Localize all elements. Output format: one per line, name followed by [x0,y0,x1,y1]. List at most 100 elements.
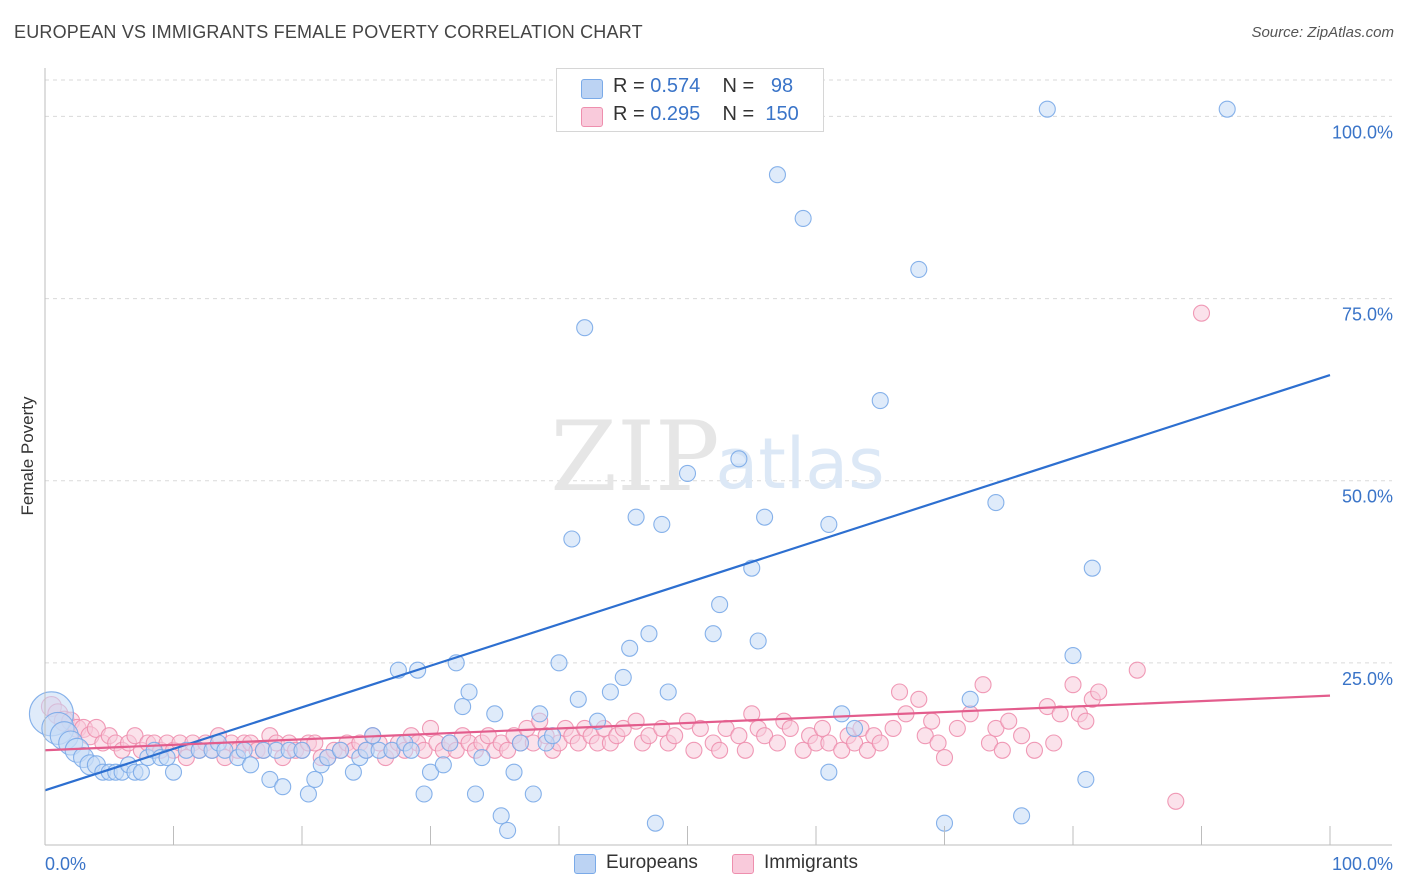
data-point-immigrants [993,741,1011,759]
data-point-immigrants [916,727,934,745]
data-point-europeans [164,763,183,781]
data-point-immigrants [1064,676,1082,694]
data-point-europeans [331,741,350,759]
data-point-immigrants [884,719,902,737]
trend-layer [44,374,1331,792]
data-point-europeans [344,763,362,781]
data-point-immigrants [666,727,684,745]
axis-layer: 25.0% 50.0% 75.0% 100.0% 0.0% 100.0% [44,68,1393,874]
data-point-europeans [621,639,639,657]
data-point-europeans [132,763,150,781]
data-point-europeans [659,683,677,701]
data-point-immigrants [987,719,1005,737]
data-point-immigrants [768,734,787,752]
data-point-europeans [486,705,504,723]
data-point-europeans [505,763,523,781]
data-point-immigrants [569,734,587,752]
data-point-europeans [454,698,472,716]
data-point-immigrants [627,712,645,730]
data-point-europeans [756,508,774,526]
data-point-immigrants [871,734,889,752]
data-point-immigrants [935,749,954,767]
legend-n-label: N = [722,103,755,125]
data-point-europeans [299,785,317,803]
data-point-europeans [1064,647,1082,665]
data-point-europeans [749,632,767,650]
legend-r-value-europeans: 0.574 [650,75,701,97]
data-point-immigrants [781,719,799,737]
data-point-immigrants [1090,683,1108,701]
x-tick-label: 100.0% [1332,854,1393,874]
data-point-immigrants [974,676,992,694]
data-point-europeans [871,392,889,410]
data-point-immigrants [1025,741,1043,759]
data-point-europeans [261,770,279,788]
data-point-immigrants [685,741,703,759]
data-point-immigrants [126,727,144,745]
data-point-immigrants [820,734,838,752]
legend-row-europeans: R = 0.574 N = 98 [557,72,823,102]
data-point-immigrants [1167,792,1185,810]
data-point-europeans [293,741,311,759]
data-point-europeans [460,683,478,701]
data-point-europeans [646,814,664,832]
stats-legend: R = 0.574 N = 98 R = 0.295 N = 150 [556,68,824,132]
data-point-europeans [158,749,176,767]
data-point-europeans [402,741,420,759]
data-point-immigrants [691,719,709,737]
data-point-immigrants [640,727,658,745]
data-point-europeans [544,727,562,745]
legend-r-value-immigrants: 0.295 [650,103,701,125]
y-tick-label: 25.0% [1342,669,1393,689]
data-point-europeans [845,719,864,737]
data-point-immigrants [813,719,831,737]
data-point-europeans [383,741,401,759]
data-point-europeans [421,763,440,781]
data-point-europeans [910,260,928,278]
trend-line-europeans [44,374,1331,792]
watermark-zip: ZIP [550,401,719,513]
chart-title: EUROPEAN VS IMMIGRANTS FEMALE POVERTY CO… [14,22,643,42]
data-point-immigrants [1051,705,1069,723]
trend-line-immigrants [44,694,1331,752]
data-point-immigrants [1077,712,1095,730]
data-point-europeans [614,668,632,686]
y-tick-label: 100.0% [1332,122,1393,142]
data-point-europeans [794,209,812,227]
legend-r-label: R = [613,75,645,97]
data-point-immigrants [890,683,909,701]
data-point-immigrants [711,741,729,759]
data-point-europeans [1218,100,1236,118]
bottom-legend-swatch-europeans [574,854,596,874]
legend-swatch-europeans [581,79,603,99]
legend-row-immigrants: R = 0.295 N = 150 [557,100,823,130]
data-point-europeans [434,756,452,774]
data-point-europeans [274,778,292,796]
data-point-europeans [473,749,491,767]
data-point-europeans [1083,559,1101,577]
data-point-europeans [306,770,324,788]
data-point-immigrants [923,712,941,730]
data-point-europeans [1077,770,1095,788]
data-point-europeans [640,625,658,643]
data-point-immigrants [730,727,748,745]
bottom-legend-swatch-immigrants [732,854,754,874]
data-point-europeans [588,712,607,730]
bottom-legend-label-immigrants: Immigrants [764,852,858,873]
data-point-europeans [319,749,337,767]
bottom-legend-label-europeans: Europeans [606,852,698,873]
data-point-immigrants [1192,304,1211,322]
y-axis-title: Female Poverty [18,396,37,516]
data-point-immigrants [756,727,774,745]
data-point-europeans [511,734,530,752]
data-point-europeans [653,515,671,533]
grid-layer [45,79,1392,664]
data-point-europeans [1038,100,1056,118]
data-point-europeans [987,494,1005,512]
y-tick-label: 75.0% [1342,305,1393,325]
data-point-immigrants [736,741,754,759]
data-point-europeans [563,530,581,548]
data-point-europeans [768,166,787,184]
data-point-immigrants [961,705,979,723]
